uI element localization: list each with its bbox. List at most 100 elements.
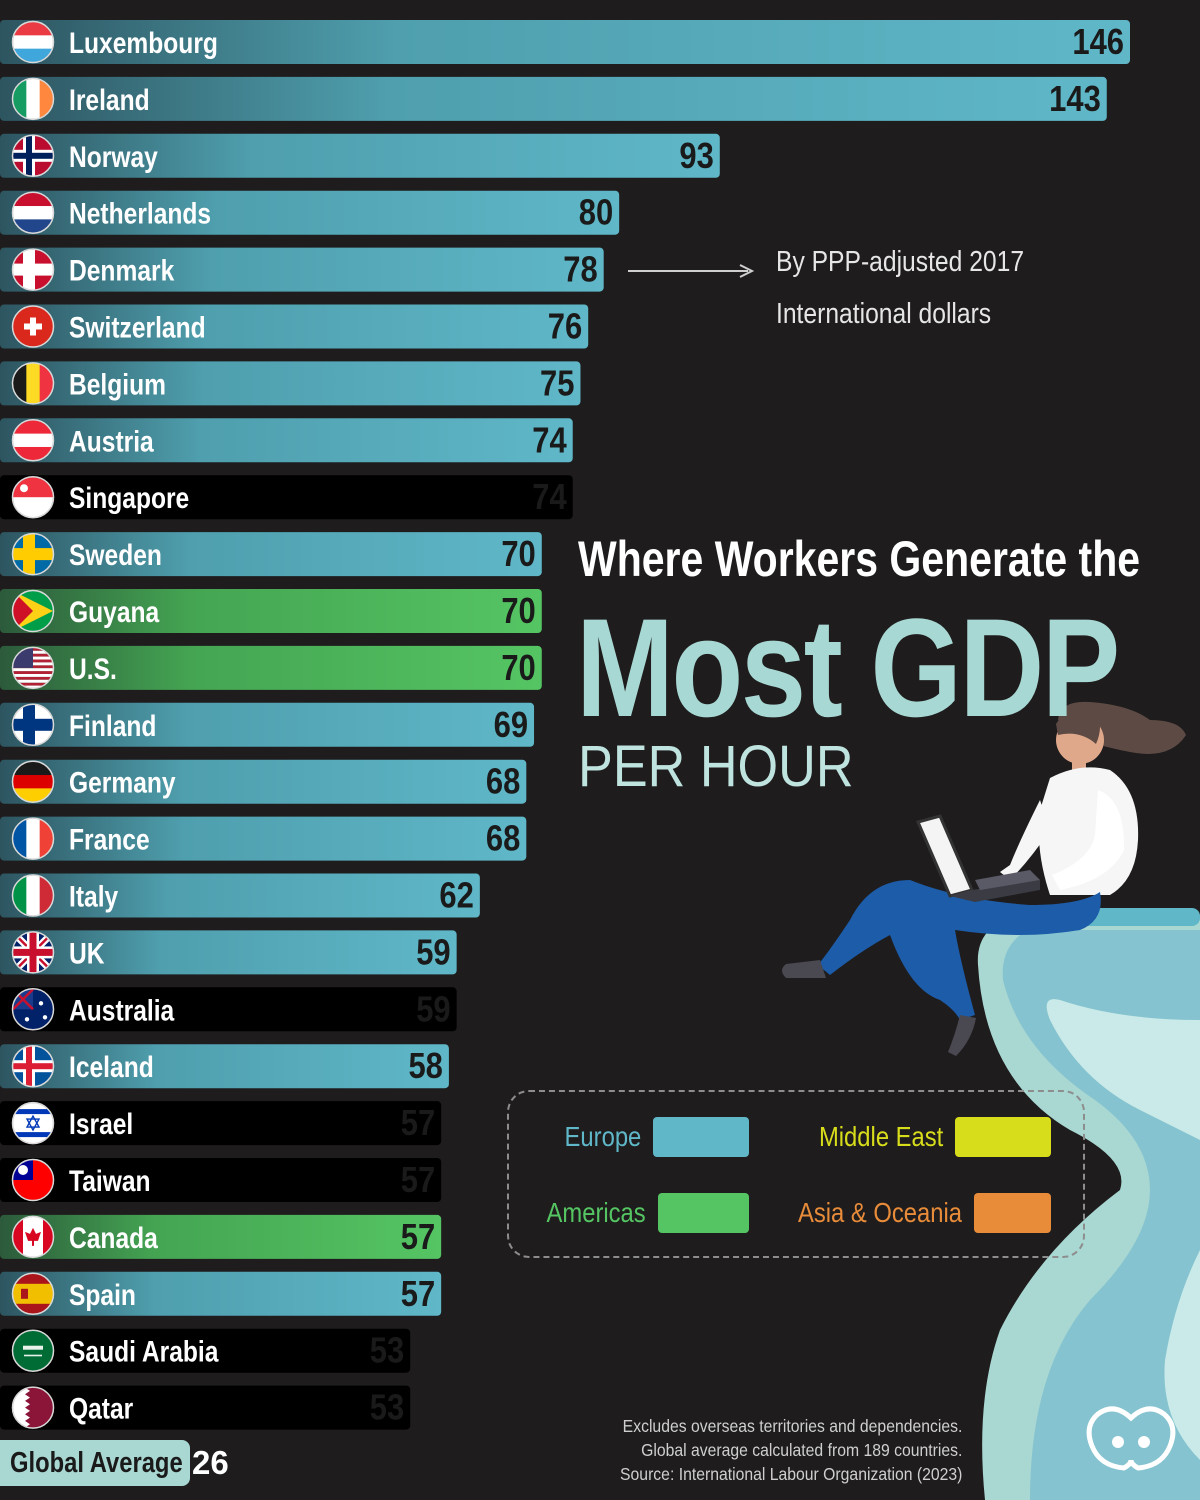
- bar-germany: [0, 759, 527, 804]
- data-label: 57: [401, 1275, 435, 1315]
- category-label: Switzerland: [69, 310, 206, 344]
- flag-ring: [11, 475, 55, 519]
- bar-canada: [0, 1214, 442, 1259]
- category-label: Austria: [69, 424, 154, 458]
- bar-israel: [0, 1101, 442, 1146]
- category-label: Denmark: [69, 253, 175, 287]
- flag-ring: [11, 532, 55, 576]
- data-label: 68: [486, 820, 520, 860]
- bar-norway: [0, 133, 720, 178]
- flag-ring: [11, 1386, 55, 1429]
- bar-australia: [0, 987, 457, 1032]
- footnote-line: Global average calculated from 189 count…: [640, 1440, 962, 1460]
- brand-logo-icon: [1086, 1406, 1176, 1471]
- australia-flag-icon: [13, 989, 53, 1030]
- luxembourg-flag-icon: [13, 22, 53, 62]
- data-label: 74: [532, 421, 567, 461]
- category-label: Netherlands: [69, 196, 211, 230]
- category-label: Italy: [69, 879, 119, 913]
- source-note: Source: International Labour Organizatio…: [619, 1464, 962, 1484]
- bar-denmark: [0, 247, 604, 292]
- legend-swatch: [657, 1193, 749, 1233]
- flag-ring: [11, 1272, 55, 1316]
- bar-netherlands: [0, 190, 620, 235]
- flag-ring: [11, 1215, 55, 1259]
- flag-ring: [11, 1101, 55, 1145]
- data-label: 74: [532, 478, 567, 518]
- uk-flag-icon: [13, 932, 53, 973]
- global-average-box: Global Average: [0, 1440, 190, 1486]
- category-label: Iceland: [69, 1050, 154, 1084]
- data-label: 68: [486, 763, 520, 803]
- category-label: Ireland: [69, 83, 150, 117]
- page-title: Most GDP: [576, 589, 1120, 746]
- israel-flag-icon: [13, 1103, 53, 1144]
- belgium-flag-icon: [13, 363, 53, 404]
- category-label: Singapore: [69, 481, 189, 515]
- bar-iceland: [0, 1044, 449, 1089]
- category-label: Finland: [69, 708, 156, 742]
- legend-item-asia-oceania: Asia & Oceania: [769, 1193, 1051, 1233]
- data-label: 57: [401, 1218, 435, 1258]
- us-flag-icon: [13, 647, 53, 688]
- data-label: 93: [679, 137, 713, 177]
- flag-ring: [11, 134, 55, 178]
- bar-austria: [0, 418, 573, 463]
- france-flag-icon: [13, 818, 53, 859]
- flag-ring: [11, 988, 55, 1031]
- legend-label: Middle East: [818, 1121, 943, 1152]
- italy-flag-icon: [13, 875, 53, 916]
- category-label: Australia: [69, 993, 175, 1027]
- category-label: Taiwan: [69, 1164, 151, 1198]
- data-label: 69: [494, 706, 528, 746]
- category-label: Belgium: [69, 367, 166, 401]
- global-average-label: Global Average: [10, 1446, 183, 1479]
- flag-ring: [11, 874, 55, 917]
- qatar-flag-icon: [13, 1387, 53, 1428]
- category-label: Luxembourg: [69, 26, 218, 60]
- category-label: UK: [69, 936, 105, 970]
- bar-u-s-: [0, 645, 542, 690]
- global-average-value: 26: [192, 1444, 229, 1481]
- germany-flag-icon: [13, 761, 53, 802]
- category-label: Qatar: [69, 1391, 134, 1425]
- category-label: Germany: [69, 765, 176, 799]
- data-label: 70: [501, 592, 535, 632]
- legend-label: Americas: [546, 1197, 646, 1228]
- flag-ring: [11, 419, 55, 462]
- austria-flag-icon: [13, 420, 53, 461]
- title-line1: Where Workers Generate the: [578, 531, 1141, 587]
- flag-ring: [11, 589, 55, 633]
- data-label: 78: [563, 251, 597, 291]
- data-label: 59: [416, 933, 450, 973]
- bar-singapore: [0, 475, 573, 520]
- data-label: 143: [1049, 80, 1101, 120]
- bar-saudi-arabia: [0, 1328, 411, 1373]
- legend-label: Asia & Oceania: [797, 1197, 962, 1228]
- denmark-flag-icon: [13, 249, 53, 290]
- bar-switzerland: [0, 304, 589, 349]
- data-label: 76: [548, 307, 582, 347]
- flag-ring: [11, 362, 55, 405]
- canada-flag-icon: [13, 1216, 53, 1257]
- bar-finland: [0, 702, 535, 747]
- bar-italy: [0, 873, 480, 918]
- legend-item-europe: Europe: [549, 1117, 749, 1157]
- bar-taiwan: [0, 1158, 442, 1202]
- ireland-flag-icon: [13, 78, 53, 119]
- category-label: France: [69, 822, 150, 856]
- taiwan-flag-icon: [13, 1160, 53, 1200]
- woman-illustration: [782, 701, 1186, 1056]
- legend-swatch: [955, 1117, 1051, 1157]
- flag-ring: [11, 703, 55, 747]
- data-label: 58: [408, 1047, 442, 1087]
- data-label: 70: [501, 535, 535, 575]
- sweden-flag-icon: [13, 534, 53, 575]
- flag-ring: [11, 760, 55, 803]
- data-label: 57: [401, 1104, 435, 1144]
- category-label: Norway: [69, 139, 158, 173]
- legend-label: Europe: [564, 1121, 641, 1152]
- bar-spain: [0, 1271, 442, 1316]
- data-label: 62: [439, 876, 473, 916]
